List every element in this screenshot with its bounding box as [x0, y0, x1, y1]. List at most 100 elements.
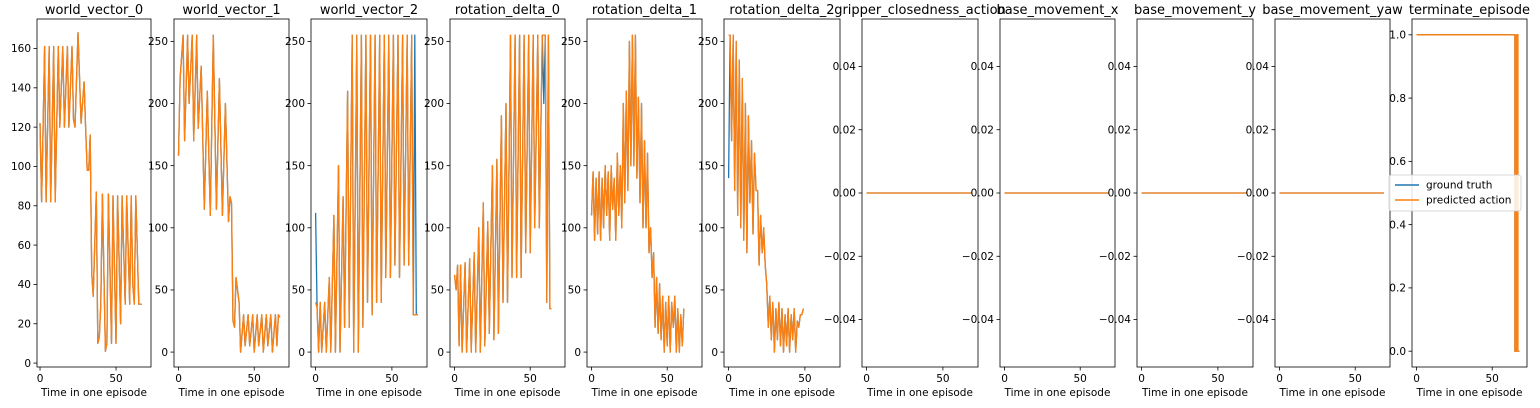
panel-rotation-delta-1: 0 50 100 150 200 250 0 50 rotation_delta_1 Time i… — [561, 3, 703, 399]
x-tick-label: 50 — [798, 373, 811, 385]
y-tick-label: 150 — [424, 160, 444, 172]
panel-title: world_vector_0 — [45, 3, 143, 18]
y-tick-label: 100 — [11, 161, 31, 173]
panel-world-vector-1: 0 50 100 150 200 250 0 50 world_vector_1 Time in … — [148, 3, 290, 399]
legend-box — [1388, 174, 1522, 212]
y-tick-label: 80 — [18, 200, 31, 212]
y-tick-label: 0.2 — [1389, 283, 1406, 295]
axes-frame — [723, 18, 841, 368]
y-tick-label: 50 — [431, 285, 444, 297]
y-tick-label: −0.02 — [962, 251, 994, 263]
x-axis-label: Time in one episode — [866, 387, 973, 399]
axes-frame — [449, 18, 566, 368]
y-tick-label: 150 — [285, 160, 305, 172]
axes-frame — [310, 18, 428, 368]
predicted-action-line-world-vector-2 — [314, 34, 418, 353]
y-tick-label: −0.02 — [1237, 251, 1269, 263]
x-tick-label: 0 — [1413, 373, 1420, 385]
x-tick-label: 0 — [312, 373, 319, 385]
y-tick-label: 40 — [18, 279, 31, 291]
x-tick-label: 0 — [863, 373, 870, 385]
y-tick-label: 0.04 — [1246, 61, 1270, 73]
y-tick-label: 120 — [11, 122, 31, 134]
axes-frame — [586, 18, 703, 368]
panel-base-movement-y: −0.04 −0.02 0.00 0.02 0.04 0 50 base_movement_y… — [1099, 3, 1256, 399]
x-tick-label: 50 — [1074, 373, 1087, 385]
panel-world-vector-2: 0 50 100 150 200 250 0 50 world_vector_2 Time in … — [285, 3, 428, 399]
y-tick-label: 0.02 — [1108, 124, 1131, 136]
x-tick-label: 50 — [661, 373, 674, 385]
y-tick-label: 250 — [561, 36, 581, 48]
y-tick-label: 0.00 — [833, 188, 856, 200]
y-tick-label: 0.02 — [833, 124, 856, 136]
y-tick-label: 100 — [285, 223, 305, 235]
y-tick-label: 20 — [18, 318, 31, 330]
x-axis-label: Time in one episode — [1004, 387, 1111, 399]
y-tick-label: −0.02 — [1099, 251, 1131, 263]
y-tick-label: 50 — [155, 285, 168, 297]
y-tick-label: −0.04 — [1237, 314, 1269, 326]
x-tick-label: 0 — [1138, 373, 1145, 385]
x-tick-label: 0 — [1276, 373, 1283, 385]
ground-truth-line-world-vector-1 — [177, 34, 281, 353]
y-tick-label: 0 — [24, 358, 31, 370]
y-tick-label: 0 — [711, 347, 718, 359]
x-tick-label: 50 — [385, 373, 398, 385]
x-axis-label: Time in one episode — [1141, 387, 1248, 399]
y-tick-label: 250 — [424, 36, 444, 48]
axes-frame — [173, 18, 290, 368]
panel-title: rotation_delta_2 — [729, 3, 834, 18]
panel-title: base_movement_y — [1134, 3, 1256, 18]
y-tick-label: 0.04 — [971, 61, 995, 73]
y-tick-label: 0.4 — [1389, 219, 1406, 231]
y-tick-label: 0 — [437, 347, 444, 359]
y-tick-label: 0.8 — [1389, 93, 1406, 105]
predicted-action-line-rotation-delta-0 — [453, 34, 552, 353]
y-tick-label: 50 — [568, 285, 581, 297]
y-tick-label: −0.04 — [824, 314, 856, 326]
y-tick-label: 100 — [698, 223, 718, 235]
x-tick-label: 50 — [1211, 373, 1224, 385]
y-tick-label: 50 — [292, 285, 305, 297]
x-tick-label: 0 — [725, 373, 732, 385]
x-tick-label: 50 — [936, 373, 949, 385]
y-tick-label: 0.0 — [1389, 346, 1406, 358]
y-tick-label: 100 — [561, 223, 581, 235]
y-tick-label: 0.6 — [1389, 156, 1406, 168]
panel-title: base_movement_yaw — [1262, 3, 1403, 18]
x-axis-label: Time in one episode — [1279, 387, 1386, 399]
ground-truth-line-rotation-delta-1 — [590, 34, 685, 353]
y-tick-label: 0.00 — [1246, 188, 1269, 200]
axes-frame — [36, 18, 152, 368]
x-axis-label: Time in one episode — [315, 387, 422, 399]
y-tick-label: 0.04 — [833, 61, 857, 73]
y-tick-label: −0.04 — [1099, 314, 1131, 326]
panel-title: rotation_delta_0 — [455, 3, 560, 18]
x-axis-label: Time in one episode — [40, 387, 147, 399]
panel-title: terminate_episode — [1409, 3, 1530, 18]
x-tick-label: 0 — [37, 373, 44, 385]
panel-title: rotation_delta_1 — [592, 3, 697, 18]
panel-title: world_vector_1 — [182, 3, 280, 18]
y-tick-label: 100 — [424, 223, 444, 235]
y-tick-label: 200 — [285, 98, 305, 110]
y-tick-label: 150 — [148, 160, 168, 172]
legend-label: predicted action — [1426, 195, 1511, 207]
y-tick-label: 250 — [148, 36, 168, 48]
y-tick-label: −0.02 — [824, 251, 856, 263]
predicted-action-line-rotation-delta-1 — [590, 34, 685, 353]
panel-title: base_movement_x — [997, 3, 1119, 18]
y-tick-label: 200 — [561, 98, 581, 110]
y-tick-label: 200 — [698, 98, 718, 110]
panel-world-vector-0: 0 20 40 60 80 100 120 140 160 0 50 world_vector_0 Ti… — [11, 3, 152, 399]
y-tick-label: 60 — [18, 240, 31, 252]
y-tick-label: 50 — [705, 285, 718, 297]
panel-title: world_vector_2 — [320, 3, 418, 18]
panel-base-movement-x: −0.04 −0.02 0.00 0.02 0.04 0 50 base_movement_x… — [962, 3, 1119, 399]
x-tick-label: 50 — [248, 373, 261, 385]
y-tick-label: 0 — [161, 347, 168, 359]
y-tick-label: 200 — [424, 98, 444, 110]
legend-label: ground truth — [1426, 180, 1492, 192]
y-tick-label: 0.04 — [1108, 61, 1132, 73]
y-tick-label: 0.02 — [1246, 124, 1269, 136]
